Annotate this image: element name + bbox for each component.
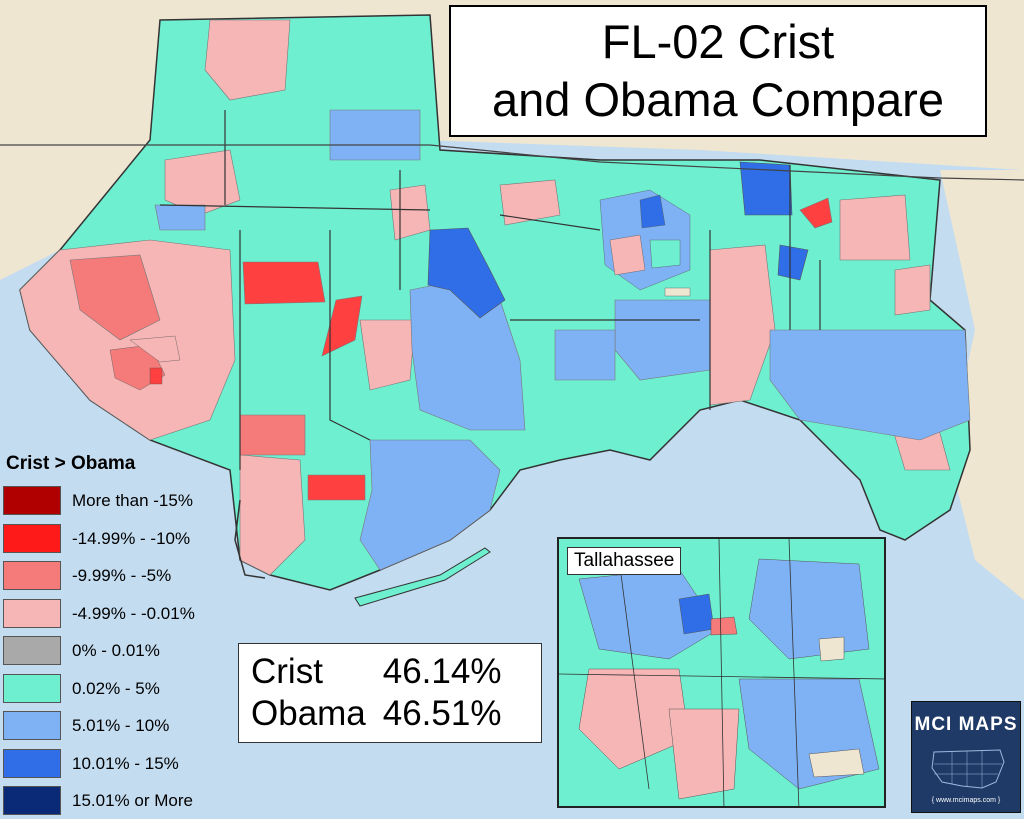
legend-title: Crist > Obama	[6, 453, 136, 474]
result-name: Obama	[251, 694, 366, 733]
precinct-region	[554, 329, 616, 381]
precinct-region	[69, 254, 161, 341]
legend-item: -9.99% - -5%	[3, 561, 218, 591]
legend-item: -4.99% - -0.01%	[3, 598, 218, 629]
precinct-region	[307, 474, 366, 501]
inset-map-canvas	[559, 539, 884, 806]
inset-label: Tallahassee	[567, 547, 682, 575]
legend-label: 15.01% or More	[72, 791, 193, 810]
result-value: 46.51%	[382, 694, 502, 733]
legend-swatch	[3, 711, 61, 740]
barrier-island-west	[234, 499, 266, 579]
mci-maps-logo: MCI MAPS { www.mcimaps.com }	[911, 701, 1021, 813]
precinct-region	[242, 261, 326, 305]
legend-item: -14.99% - -10%	[3, 523, 218, 554]
result-row-crist: Crist 46.14%	[251, 652, 501, 692]
legend-label: 10.01% - 15%	[72, 753, 179, 773]
logo-text: MCI MAPS	[914, 714, 1018, 735]
tallahassee-inset-map: Tallahassee	[557, 537, 886, 808]
legend-label: -14.99% - -10%	[72, 528, 191, 548]
legend-label: -9.99% - -5%	[72, 566, 172, 585]
legend-item: 0% - 0.01%	[3, 636, 218, 666]
precinct-region	[239, 414, 306, 456]
precinct-region	[19, 239, 236, 441]
result-value: 46.14%	[382, 652, 502, 691]
legend-swatch	[3, 561, 61, 590]
legend-label: More than -15%	[72, 491, 193, 510]
legend-swatch	[3, 673, 61, 703]
legend-swatch	[3, 598, 61, 628]
precinct-region	[239, 454, 306, 576]
us-map-icon	[931, 749, 1005, 789]
legend-swatch	[3, 523, 61, 553]
precinct-region	[769, 329, 971, 441]
map-title-box: FL-02 Crist and Obama Compare	[449, 5, 987, 137]
legend-label: 0.02% - 5%	[72, 678, 160, 698]
tallahassee-cluster	[599, 189, 691, 297]
legend-item: More than -15%	[3, 486, 218, 516]
precinct-region	[329, 109, 421, 161]
legend-label: 0% - 0.01%	[72, 641, 160, 660]
precinct-region	[359, 319, 416, 391]
map-title-line-2: and Obama Compare	[492, 73, 944, 126]
legend-label: -4.99% - -0.01%	[72, 603, 195, 623]
panama-city-cluster	[109, 335, 181, 391]
precinct-region	[799, 197, 833, 229]
legend-swatch	[3, 486, 61, 515]
legend-item: 5.01% - 10%	[3, 711, 218, 741]
result-row-obama: Obama 46.51%	[251, 694, 501, 734]
map-title-line-1: FL-02 Crist	[601, 15, 835, 68]
legend-swatch	[3, 786, 61, 815]
county-lines	[159, 110, 821, 470]
precinct-region	[321, 295, 363, 357]
outside-land-east	[940, 170, 1024, 600]
legend-swatch	[3, 636, 61, 665]
precinct-region	[739, 161, 793, 216]
logo-url: { www.mcimaps.com }	[931, 797, 1001, 804]
precinct-region	[427, 227, 506, 319]
outside-land-west	[0, 20, 160, 280]
legend-item: 15.01% or More	[3, 786, 218, 816]
precinct-region	[359, 439, 501, 571]
state-line	[0, 144, 1024, 181]
legend-swatch	[3, 748, 61, 778]
precinct-region	[894, 264, 931, 316]
precinct-region	[777, 244, 809, 281]
barrier-island	[354, 547, 491, 607]
precinct-region	[499, 179, 561, 226]
results-box: Crist 46.14% Obama 46.51%	[238, 643, 542, 743]
precinct-region	[154, 204, 206, 231]
precinct-region	[389, 184, 431, 241]
precinct-region	[839, 194, 911, 261]
precinct-region	[164, 149, 241, 216]
legend-label: 5.01% - 10%	[72, 716, 170, 735]
legend-item: 0.02% - 5%	[3, 673, 218, 704]
legend-item: 10.01% - 15%	[3, 748, 218, 779]
precinct-region	[204, 19, 291, 101]
result-name: Crist	[251, 652, 323, 691]
